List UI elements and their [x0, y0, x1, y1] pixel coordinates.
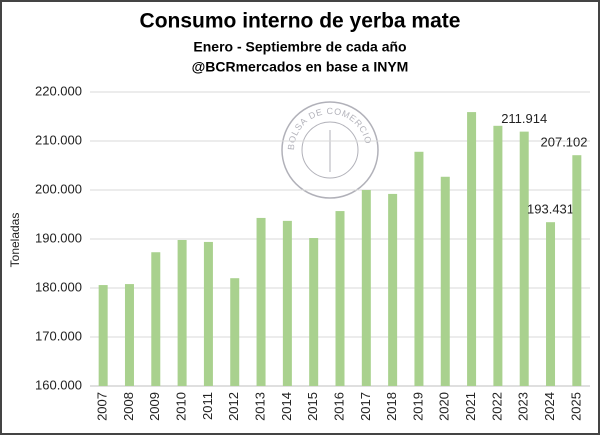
- y-axis-label: Toneladas: [8, 213, 22, 268]
- bar: [335, 211, 345, 386]
- x-tick-label: 2024: [542, 392, 557, 421]
- bar: [256, 217, 266, 386]
- chart-subtitle: Enero - Septiembre de cada año: [193, 39, 406, 55]
- y-tick-label: 190.000: [35, 230, 82, 245]
- bar: [177, 239, 187, 386]
- bar: [414, 151, 424, 386]
- bar: [230, 278, 240, 386]
- y-tick-label: 170.000: [35, 328, 82, 343]
- bar: [124, 284, 134, 386]
- x-tick-label: 2008: [121, 392, 136, 421]
- y-tick-label: 210.000: [35, 132, 82, 147]
- logo-ring: [301, 121, 359, 179]
- value-label: 207.102: [541, 135, 588, 150]
- x-tick-label: 2019: [410, 392, 425, 421]
- value-label: 193.431: [527, 202, 574, 217]
- chart-title: Consumo interno de yerba mate: [140, 10, 461, 33]
- value-label: 211.914: [501, 111, 547, 126]
- x-tick-label: 2020: [437, 392, 452, 421]
- chart-source: @BCRmercados en base a INYM: [192, 59, 409, 75]
- x-tick-label: 2021: [463, 392, 478, 421]
- y-tick-label: 220.000: [35, 83, 82, 98]
- bar: [361, 190, 371, 386]
- x-tick-label: 2014: [279, 392, 294, 421]
- x-tick-label: 2007: [95, 392, 110, 421]
- x-tick-label: 2023: [516, 392, 531, 421]
- bar: [546, 222, 556, 386]
- bar: [309, 238, 319, 386]
- logo-ring: [281, 101, 379, 199]
- x-tick-label: 2018: [384, 392, 399, 421]
- x-tick-label: 2016: [331, 392, 346, 421]
- bar: [203, 241, 213, 386]
- bar: [98, 285, 108, 386]
- bar: [440, 176, 450, 386]
- x-tick-label: 2012: [226, 392, 241, 421]
- x-tick-label: 2015: [305, 392, 320, 421]
- x-tick-label: 2017: [358, 392, 373, 421]
- y-tick-label: 160.000: [35, 377, 82, 392]
- y-tick-label: 200.000: [35, 181, 82, 196]
- x-tick-label: 2009: [147, 392, 162, 421]
- bar: [151, 252, 161, 386]
- bar: [519, 131, 529, 386]
- x-tick-label: 2025: [568, 392, 583, 421]
- x-tick-label: 2010: [174, 392, 189, 421]
- bar: [572, 155, 582, 386]
- bar: [467, 112, 477, 386]
- bar: [493, 125, 503, 386]
- x-tick-label: 2013: [252, 392, 267, 421]
- x-tick-label: 2011: [200, 392, 215, 420]
- x-tick-label: 2022: [489, 392, 504, 421]
- bar: [282, 220, 292, 386]
- y-tick-label: 180.000: [35, 279, 82, 294]
- bar: [388, 193, 398, 386]
